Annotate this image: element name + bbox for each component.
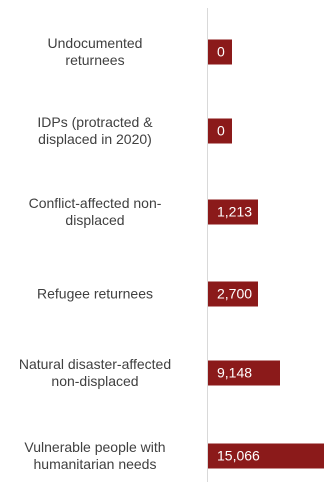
bar: [208, 281, 258, 307]
data-label: 9,148: [217, 364, 253, 381]
bar: [208, 199, 258, 225]
data-label: 1,213: [217, 203, 253, 220]
category-label-line: Natural disaster-affected: [18, 356, 172, 372]
category-label-line: displaced in 2020): [38, 131, 152, 147]
category-label-line: IDPs (protracted &: [37, 114, 153, 130]
category-label-line: Vulnerable people with: [24, 439, 166, 455]
category-label-line: displaced: [65, 212, 125, 228]
category-label: Undocumented returnees: [0, 35, 195, 69]
bar: [208, 39, 232, 65]
bar: [208, 118, 232, 144]
category-label-line: returnees: [65, 52, 125, 68]
category-label-line: humanitarian needs: [33, 456, 157, 472]
bar: [208, 360, 280, 386]
data-label: 2,700: [217, 285, 253, 302]
category-label: Vulnerable people with humanitarian needs: [0, 439, 195, 473]
bar: [208, 443, 324, 469]
category-label: Natural disaster-affected non-displaced: [0, 356, 195, 390]
data-label: 0: [217, 43, 225, 60]
data-label: 0: [217, 122, 225, 139]
category-label: Conflict-affected non-displaced: [0, 195, 195, 229]
category-label: IDPs (protracted & displaced in 2020): [0, 114, 195, 148]
category-label-line: non-displaced: [51, 373, 139, 389]
category-axis-line: [207, 8, 208, 482]
category-label-line: Refugee returnees: [37, 285, 153, 302]
category-label: Refugee returnees: [0, 286, 195, 303]
category-label-line: Conflict-affected non-: [28, 195, 162, 211]
data-label: 15,066: [217, 447, 260, 464]
category-label-line: Undocumented: [47, 35, 143, 51]
